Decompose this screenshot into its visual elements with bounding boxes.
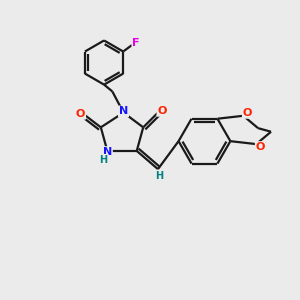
- Text: O: O: [243, 108, 252, 118]
- Text: N: N: [119, 106, 128, 116]
- Text: H: H: [99, 155, 107, 165]
- Text: O: O: [76, 109, 85, 119]
- Text: F: F: [132, 38, 140, 48]
- Text: H: H: [155, 171, 163, 181]
- Text: N: N: [103, 147, 112, 157]
- Text: O: O: [158, 106, 167, 116]
- Text: O: O: [256, 142, 265, 152]
